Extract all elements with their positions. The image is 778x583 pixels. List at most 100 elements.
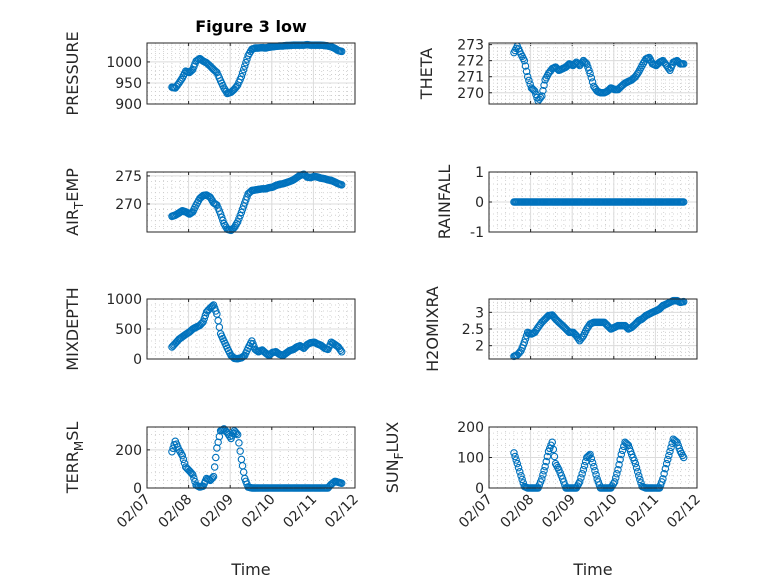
data-point [511,452,519,461]
data-point [187,66,196,75]
data-point [189,470,197,479]
data-point [529,86,538,94]
data-point [200,314,209,323]
figure-title: Figure 3 low [195,17,307,36]
data-point [201,311,210,320]
data-series [510,296,688,361]
axes-box [488,426,698,489]
y-tick-label: 0 [475,195,484,211]
data-point [610,478,619,486]
data-point [666,447,674,456]
subplot-mixdepth: 0 500 1000 MIXDEPTH [63,287,356,371]
data-point [578,470,586,478]
data-point [571,59,580,68]
data-series [168,170,346,235]
data-point [590,462,598,471]
y-tick-label: 272 [457,54,484,70]
y-tick-label: 2.5 [462,322,484,338]
data-point [197,320,205,328]
data-point [337,47,346,56]
x-tick-label: 02/09 [539,492,579,532]
data-point [516,467,524,476]
y-tick-label: 100 [457,451,484,467]
data-point [581,59,590,67]
data-point [633,69,642,78]
data-point [521,335,530,343]
y-tick-label: 1 [475,165,484,181]
data-point [187,469,196,478]
data-point [539,471,547,479]
data-point [586,69,594,78]
data-point [632,463,641,472]
data-point [514,463,523,472]
data-point [191,477,199,486]
x-tick-label: 02/08 [156,492,196,532]
y-tick-label: 200 [457,420,484,436]
subplot-air-temp: 270 275 AIRTEMP [63,168,356,236]
data-point [179,455,188,464]
data-point [659,475,667,483]
data-point [587,74,596,82]
data-point [337,181,346,189]
data-point [184,209,192,218]
data-point [667,443,675,452]
data-point [617,450,626,459]
data-point [588,458,597,467]
data-point [550,452,559,461]
data-point [216,210,225,218]
data-point [585,66,593,75]
y-tick-label: 1000 [106,292,142,308]
y-axis-label: RAINFALL [435,165,454,240]
data-point [536,93,545,102]
data-series [510,198,688,206]
data-point [512,456,520,464]
data-point [198,319,206,327]
data-point [337,348,346,356]
data-point [238,205,247,213]
data-point [242,58,250,67]
data-point [528,85,537,93]
axes-box [488,171,698,233]
data-point [679,198,688,206]
data-point [230,223,239,232]
axes-box [488,42,698,105]
y-tick-label: -1 [470,225,484,241]
data-point [178,451,187,460]
x-tick-label: 02/10 [581,492,621,532]
y-axis-label: AIRTEMP [63,168,86,236]
data-point [232,429,241,438]
data-point [622,439,630,448]
data-point [633,467,642,476]
data-point [661,464,670,473]
data-point [679,297,688,306]
data-point [220,84,228,92]
data-point [580,461,589,470]
data-point [207,303,216,311]
data-point [631,459,640,468]
data-point [177,75,186,84]
y-tick-label: 200 [115,443,142,459]
data-point [663,455,672,464]
y-axis-label: MIXDEPTH [63,287,82,370]
data-point [208,302,217,310]
data-point [611,474,620,482]
y-tick-label: 0 [133,352,142,368]
data-point [583,60,591,68]
data-point [614,465,622,474]
data-point [623,440,632,449]
x-axis-label-right: Time [572,560,612,579]
data-point [220,219,228,228]
y-axis-label: SUNFLUX [383,422,406,494]
data-point [236,447,244,455]
y-tick-label: 270 [457,86,484,102]
y-axis-label: THETA [417,48,436,100]
y-tick-label: 500 [115,322,142,338]
data-point [616,455,624,464]
y-tick-label: 273 [457,38,484,54]
data-point [543,452,552,461]
x-tick-label: 02/12 [322,492,362,532]
subplot-terr-msl: 0 200 TERRMSL 02/07 02/08 02/09 02/10 02/11 02/1… [63,422,362,532]
data-point [190,474,198,482]
data-point [542,457,551,466]
